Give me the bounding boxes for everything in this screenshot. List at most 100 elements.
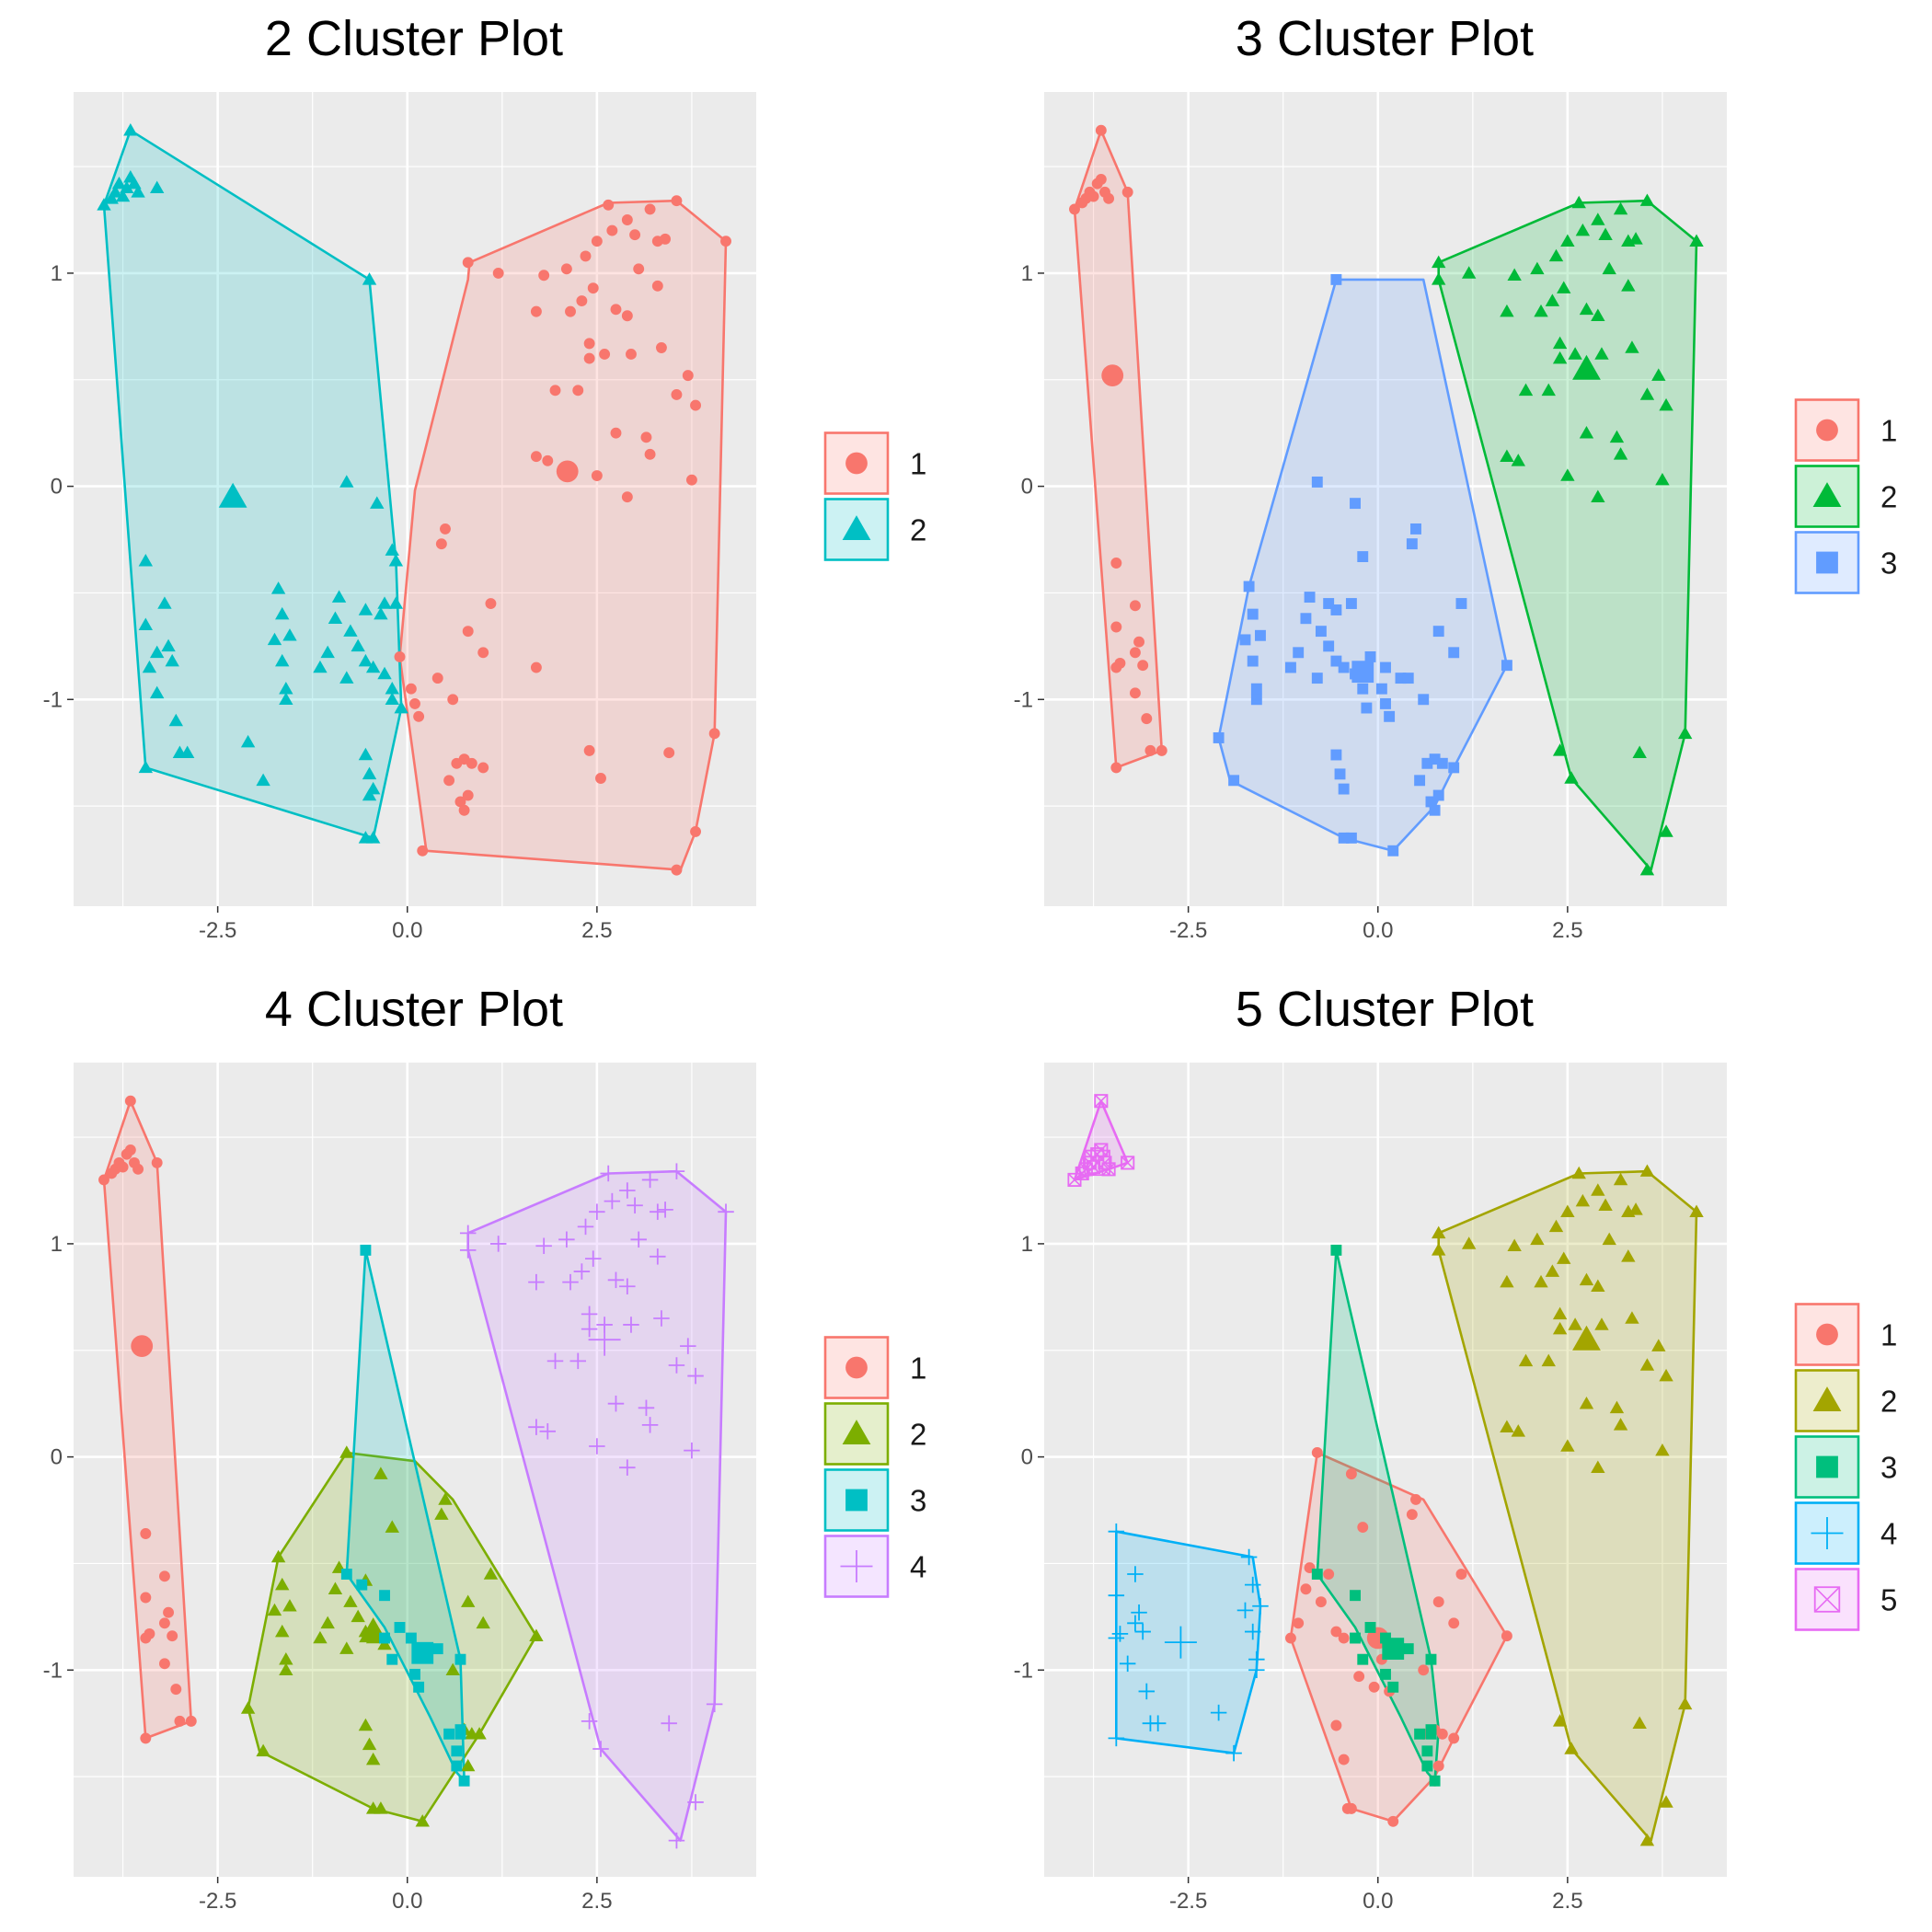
data-point	[1127, 1615, 1144, 1632]
data-point	[1330, 749, 1342, 761]
data-point	[1436, 1728, 1448, 1740]
legend-label: 5	[1880, 1583, 1897, 1617]
grid-lines	[74, 1063, 756, 1877]
legend-symbol	[845, 1489, 868, 1512]
data-point	[657, 1202, 673, 1218]
data-point	[149, 180, 165, 194]
data-point	[1311, 673, 1323, 684]
data-point	[1541, 1353, 1556, 1367]
data-point	[377, 666, 392, 680]
data-point	[606, 224, 618, 236]
panel-title: 2 Cluster Plot	[265, 11, 563, 66]
data-point	[529, 1628, 544, 1641]
data-point	[1432, 626, 1444, 638]
data-point	[1677, 726, 1693, 740]
data-point	[600, 1165, 616, 1182]
data-point	[462, 257, 474, 269]
data-point	[1345, 1468, 1357, 1480]
axis-ticks: -2.5 0.0 2.5 -1 0 1	[43, 1232, 613, 1914]
data-point	[163, 1606, 175, 1618]
data-point	[1361, 702, 1373, 714]
data-point	[388, 596, 404, 609]
data-point	[591, 236, 603, 247]
panel-4-cluster: 4 Cluster Plot -2.5 0.0 2.5 -1 0 1 1 2 3 4	[43, 982, 927, 1914]
data-point	[1530, 1232, 1545, 1246]
data-point	[440, 523, 451, 535]
data-point	[161, 638, 176, 652]
data-point	[1655, 1443, 1670, 1456]
data-point	[124, 1095, 136, 1107]
data-point	[313, 1630, 328, 1644]
legend-symbol	[842, 515, 871, 541]
data-point	[362, 788, 377, 801]
data-point	[394, 1621, 406, 1633]
data-point	[1368, 1681, 1380, 1693]
data-point	[1110, 661, 1122, 673]
data-point	[1345, 598, 1357, 609]
data-point	[174, 1715, 186, 1727]
data-point	[385, 543, 399, 556]
data-point	[1225, 1744, 1242, 1762]
data-point	[1594, 347, 1609, 360]
data-point	[1387, 845, 1399, 857]
cluster-hull-2	[102, 129, 403, 840]
data-point	[581, 1320, 598, 1338]
data-point	[1552, 1714, 1568, 1727]
cluster-centroid	[1101, 364, 1124, 387]
data-point	[431, 673, 443, 684]
data-point	[1436, 757, 1448, 769]
cluster-centroid	[131, 1335, 154, 1358]
legend: 1 2 3 4	[823, 1336, 926, 1598]
legend-item-2: 2	[1794, 1369, 1897, 1432]
data-point	[633, 263, 645, 275]
cluster-hulls	[102, 129, 728, 871]
data-point	[562, 1273, 579, 1291]
data-point	[1243, 581, 1255, 592]
data-point	[1284, 1632, 1296, 1644]
data-point	[1689, 1204, 1704, 1217]
data-point	[653, 1310, 670, 1327]
data-point	[339, 1445, 354, 1458]
legend-symbol	[1816, 1455, 1838, 1478]
legend-item-4: 4	[1794, 1501, 1897, 1565]
cluster-centroid	[1382, 1638, 1405, 1661]
data-point	[1418, 694, 1430, 706]
axis-ticks: -2.5 0.0 2.5 -1 0 1	[1014, 261, 1583, 943]
data-point	[1655, 472, 1670, 486]
data-point	[98, 1174, 109, 1186]
plot-background	[74, 1063, 756, 1877]
data-point	[549, 385, 561, 397]
data-point	[454, 796, 466, 808]
data-point	[1591, 308, 1605, 322]
data-point	[1248, 1662, 1265, 1679]
data-point	[655, 342, 667, 353]
data-point	[462, 626, 474, 638]
data-point	[668, 1357, 685, 1374]
data-point	[671, 389, 683, 400]
data-point	[1387, 1681, 1399, 1693]
data-point	[1594, 1317, 1609, 1330]
data-point	[1410, 1493, 1421, 1505]
data-point	[151, 1156, 163, 1168]
data-point	[1300, 1583, 1312, 1595]
data-point	[1518, 1353, 1534, 1367]
data-point	[1432, 272, 1446, 285]
data-point	[282, 1599, 297, 1612]
y-tick-label: -1	[43, 687, 63, 712]
legend-symbol	[1813, 1586, 1841, 1613]
data-point	[158, 1617, 170, 1629]
data-point	[684, 1442, 700, 1459]
data-point	[438, 1492, 453, 1505]
data-point	[124, 1144, 136, 1156]
cluster-points	[1069, 124, 1704, 876]
data-point	[1591, 1460, 1605, 1473]
data-point	[607, 1271, 625, 1289]
data-point	[320, 645, 335, 659]
x-tick-label: 0.0	[1363, 1889, 1393, 1914]
data-point	[1564, 1742, 1579, 1754]
data-point	[580, 250, 592, 262]
panel-title: 5 Cluster Plot	[1236, 982, 1534, 1037]
data-point	[1500, 304, 1514, 317]
legend-label: 2	[1880, 1385, 1897, 1419]
data-point	[267, 1603, 282, 1616]
